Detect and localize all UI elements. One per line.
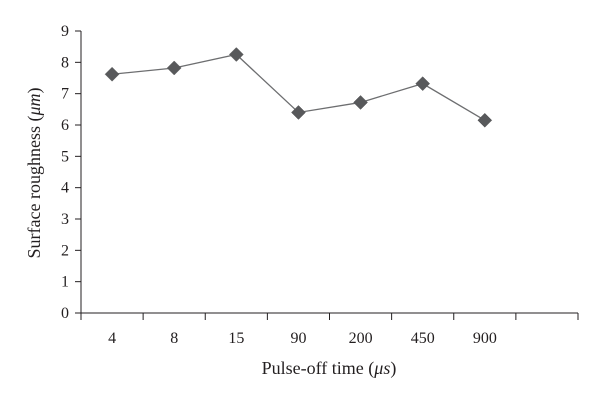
x-tick-label: 450 [411,330,435,347]
y-tick-label: 2 [61,242,69,259]
x-tick-label: 15 [228,330,244,347]
data-point-marker [353,95,368,110]
x-tick-label: 900 [473,330,497,347]
y-tick-label: 0 [61,305,69,322]
y-tick-label: 6 [61,117,69,134]
y-axis-title-prefix: Surface roughness ( [24,116,45,259]
y-tick-label: 4 [61,180,69,197]
y-axis-title-unit: μm [24,93,44,116]
x-axis-title-suffix: ) [390,358,396,379]
y-tick-label: 8 [61,54,69,71]
x-tick-label: 90 [290,330,306,347]
plot-series [104,47,493,128]
y-tick-label: 9 [61,23,69,40]
data-point-marker [415,76,431,91]
x-tick-label: 200 [349,330,373,347]
y-axis: 0 1 2 3 4 5 6 7 8 9 [61,23,82,322]
x-tick-label: 4 [108,330,116,347]
x-axis-title: Pulse-off time (μs) [262,358,397,379]
y-tick-label: 5 [61,148,69,165]
data-point-marker [291,105,306,120]
x-axis-title-unit: μs [373,358,390,378]
data-point-marker [166,60,182,76]
y-tick-label: 3 [61,211,69,228]
data-point-marker [228,47,244,62]
y-axis-title-suffix: ) [24,87,45,93]
x-axis-title-prefix: Pulse-off time ( [262,358,375,379]
y-tick-label: 1 [61,274,69,291]
data-point-marker [104,66,120,82]
x-tick-label: 8 [170,330,178,347]
y-tick-label: 7 [61,86,69,103]
x-axis: 4 8 15 90 200 450 900 [80,312,579,347]
data-point-marker [477,112,493,128]
y-axis-title: Surface roughness (μm) [24,87,45,258]
